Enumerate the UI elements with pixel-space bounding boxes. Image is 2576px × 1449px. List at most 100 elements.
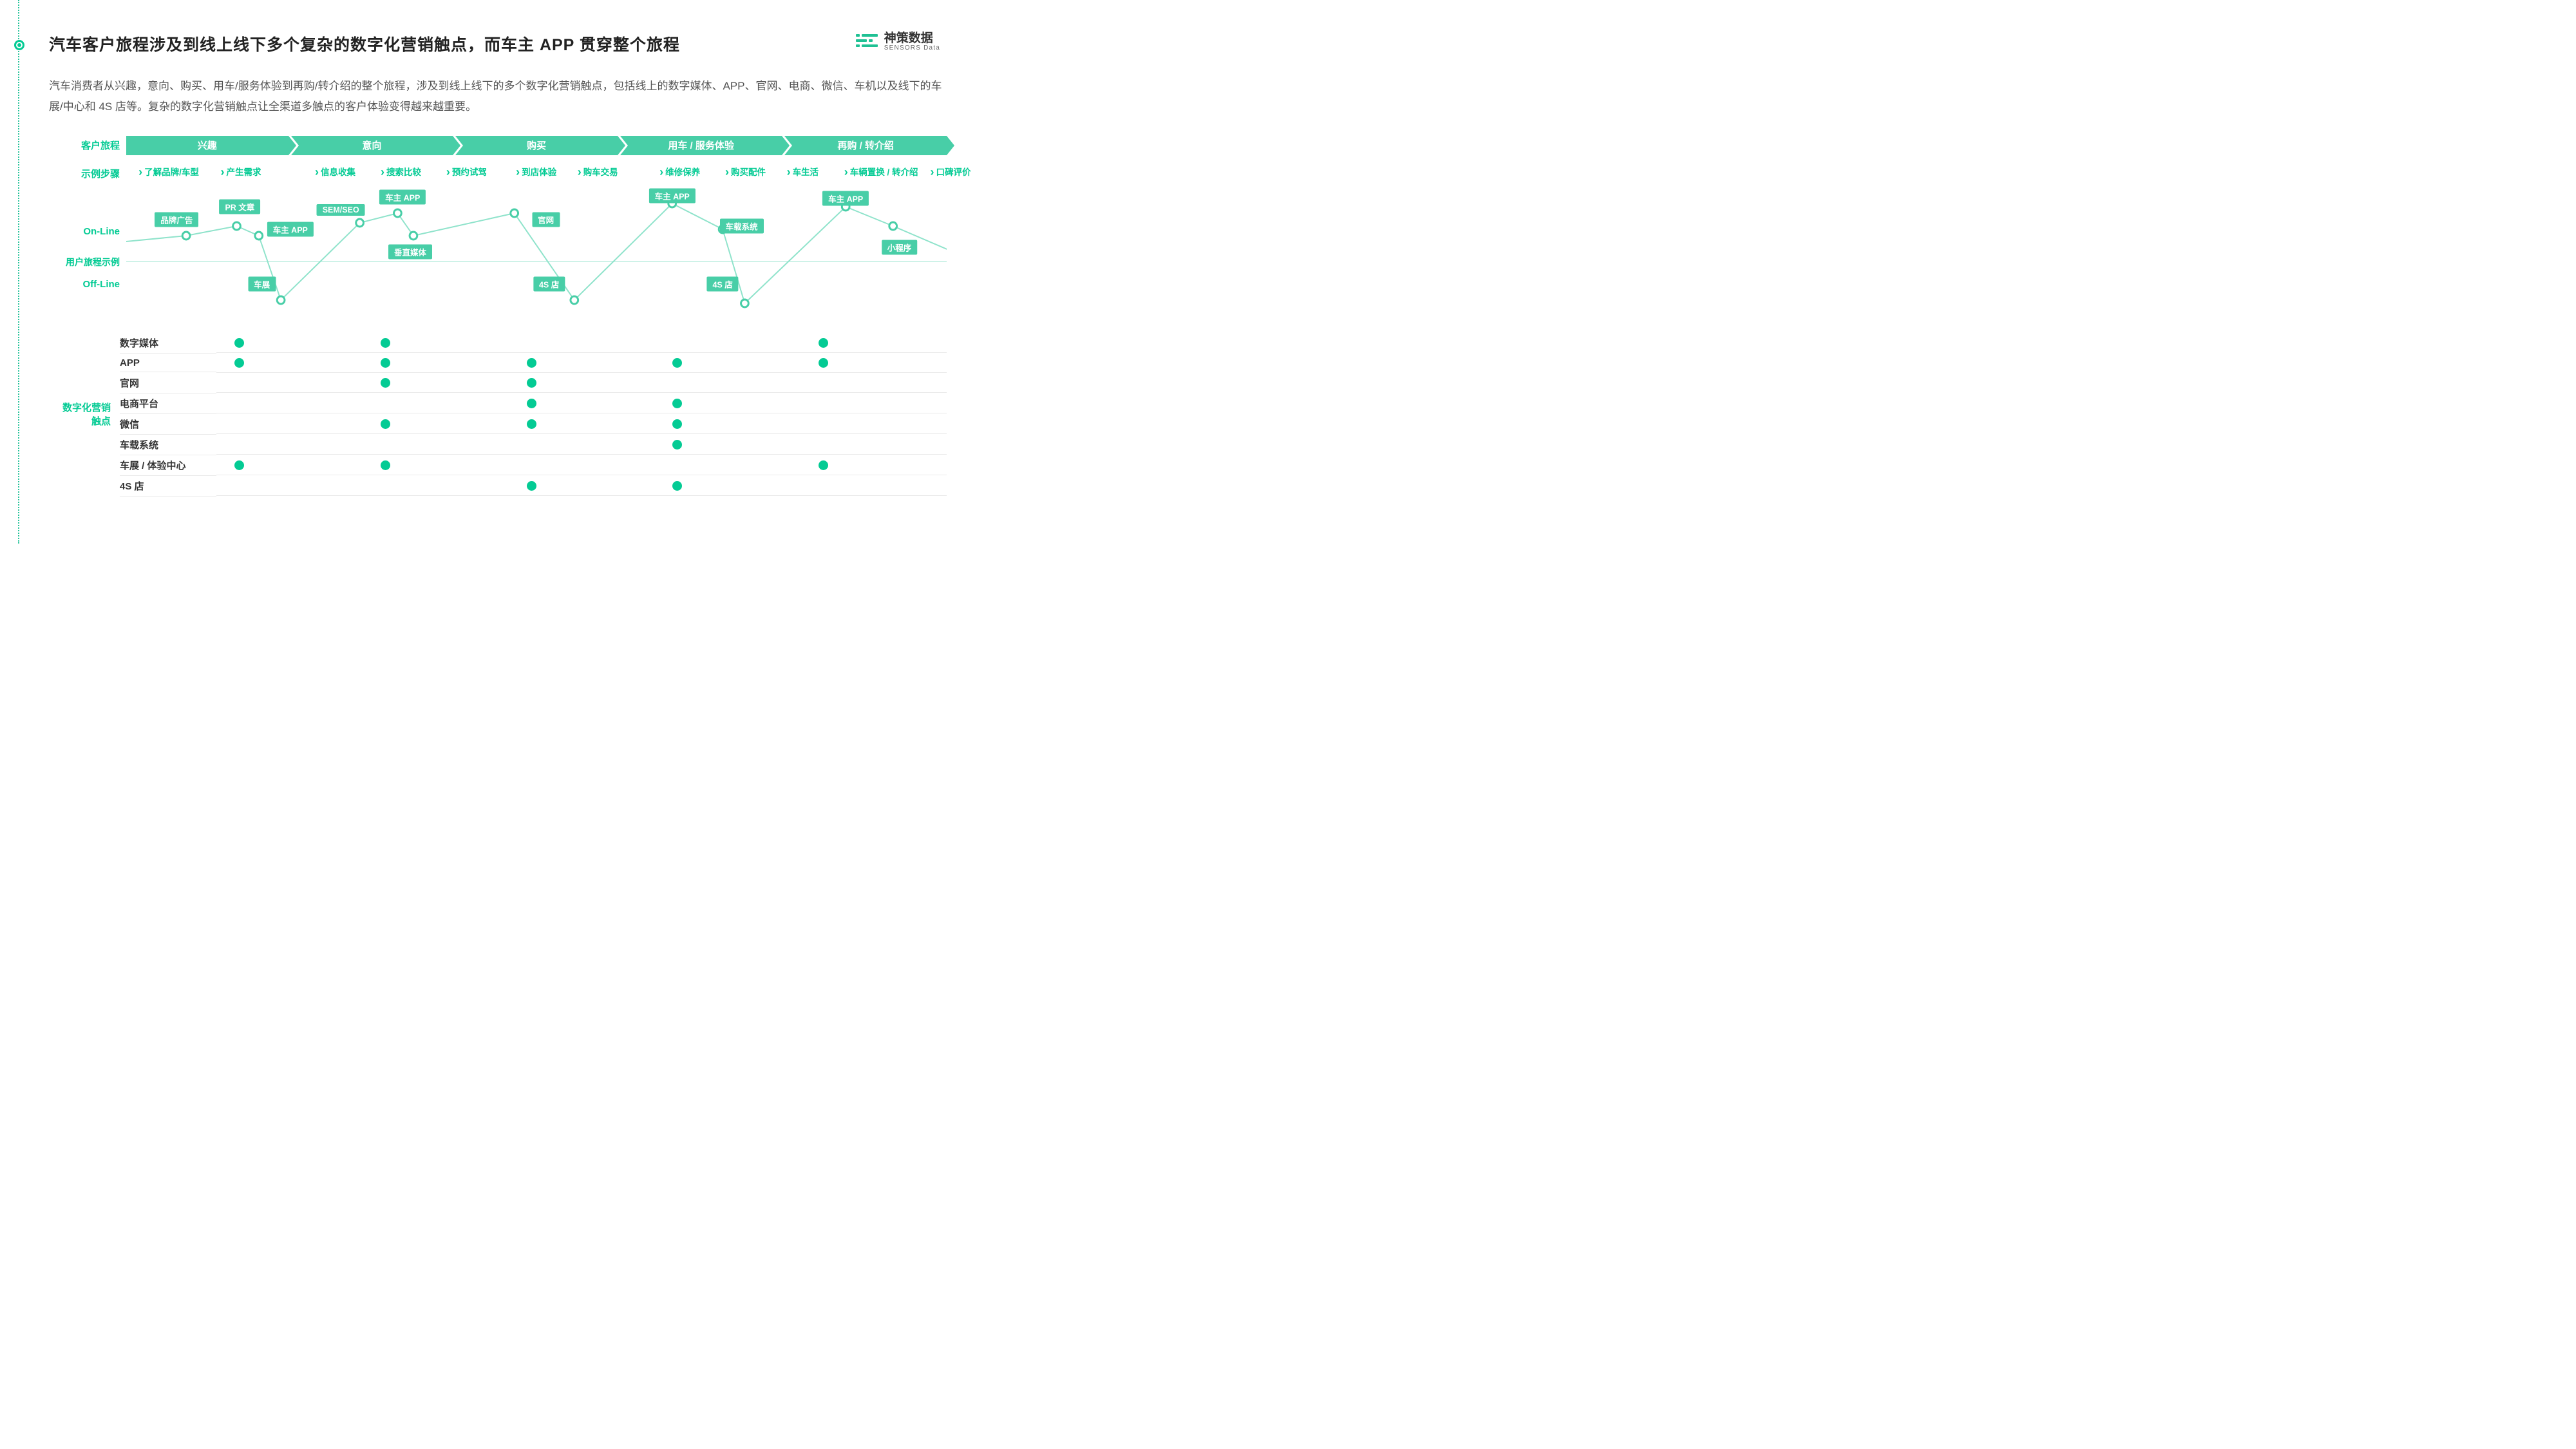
matrix-cell	[216, 415, 363, 434]
matrix-dot-icon	[672, 440, 682, 450]
matrix-cell	[509, 374, 655, 393]
touchpoint-label: 车主 APP	[822, 191, 869, 205]
stage-arrow: 再购 / 转介绍	[784, 136, 947, 155]
matrix-dot-icon	[672, 419, 682, 429]
journey-diagram: 客户旅程 示例步骤 On-Line 用户旅程示例 Off-Line 兴趣意向购买…	[49, 136, 947, 329]
matrix-cell	[800, 374, 947, 393]
matrix-cell	[800, 334, 947, 353]
matrix-cell	[216, 477, 363, 496]
matrix-dot-icon	[819, 358, 828, 368]
journey-step: 预约试驾	[446, 165, 487, 179]
matrix-dot-icon	[381, 378, 390, 388]
matrix-cell	[363, 477, 509, 496]
journey-step: 维修保养	[659, 165, 700, 179]
matrix-cell	[363, 334, 509, 353]
matrix-row-label: APP	[120, 354, 216, 372]
matrix-cell	[363, 374, 509, 393]
matrix-dot-icon	[381, 358, 390, 368]
matrix-cell	[800, 477, 947, 496]
matrix-cell	[654, 415, 800, 434]
matrix-cell	[363, 435, 509, 455]
matrix-cell	[216, 334, 363, 353]
matrix-cell	[800, 354, 947, 373]
title-bullet-icon	[14, 40, 24, 50]
matrix-dot-icon	[527, 481, 536, 491]
touchpoint-label: 小程序	[882, 240, 918, 254]
journey-step: 到店体验	[516, 165, 556, 179]
stage-arrow: 兴趣	[126, 136, 289, 155]
matrix-cell	[216, 374, 363, 393]
journey-step: 产生需求	[221, 165, 261, 179]
matrix-row-label: 微信	[120, 414, 216, 435]
touchpoint-label: 4S 店	[533, 276, 565, 291]
stage-arrows-row: 兴趣意向购买用车 / 服务体验再购 / 转介绍	[126, 136, 947, 155]
journey-step: 信息收集	[315, 165, 355, 179]
matrix-row-label: 官网	[120, 373, 216, 393]
matrix-dot-icon	[672, 399, 682, 408]
matrix-dot-icon	[381, 419, 390, 429]
label-offline: Off-Line	[49, 279, 120, 290]
stage-arrow: 购买	[455, 136, 618, 155]
matrix-cell	[800, 435, 947, 455]
touchpoint-label: 车主 APP	[267, 222, 314, 236]
matrix-cell	[654, 354, 800, 373]
journey-step: 车辆置换 / 转介绍	[844, 165, 918, 179]
journey-step: 了解品牌/车型	[138, 165, 199, 179]
touchpoint-label: 车展	[248, 276, 276, 291]
matrix-cell	[800, 394, 947, 413]
matrix-cell	[363, 415, 509, 434]
matrix-cell	[654, 394, 800, 413]
matrix-dot-icon	[527, 378, 536, 388]
touchpoint-label: 官网	[532, 212, 560, 227]
matrix-dot-icon	[819, 338, 828, 348]
touchpoint-label: 车载系统	[719, 218, 763, 233]
journey-step: 购车交易	[578, 165, 618, 179]
journey-step: 口碑评价	[931, 165, 971, 179]
label-journey: 客户旅程	[49, 138, 120, 152]
label-steps: 示例步骤	[49, 167, 120, 180]
matrix-dot-icon	[527, 419, 536, 429]
matrix-cell	[509, 435, 655, 455]
matrix-cell	[363, 394, 509, 413]
touchpoint-label: 品牌广告	[155, 212, 198, 227]
page-title: 汽车客户旅程涉及到线上线下多个复杂的数字化营销触点，而车主 APP 贯穿整个旅程	[49, 32, 947, 55]
touchpoint-matrix: 数字化营销触点 数字媒体APP官网电商平台微信车载系统车展 / 体验中心4S 店	[49, 333, 947, 497]
label-online: On-Line	[49, 226, 120, 237]
touchpoint-label: SEM/SEO	[317, 204, 365, 216]
matrix-row-label: 车展 / 体验中心	[120, 455, 216, 476]
stage-arrow: 用车 / 服务体验	[620, 136, 782, 155]
example-steps-row: 了解品牌/车型 产生需求 信息收集 搜索比较 预约试驾 到店体验 购车交易 维修保养 购买配件 车…	[126, 165, 947, 180]
matrix-cell	[363, 456, 509, 475]
touchpoint-label: 车主 APP	[379, 189, 426, 204]
matrix-dot-icon	[672, 358, 682, 368]
matrix-cell	[509, 415, 655, 434]
left-dotted-rule	[18, 0, 19, 544]
journey-step: 车生活	[787, 165, 819, 179]
journey-step: 搜索比较	[381, 165, 421, 179]
matrix-cell	[363, 354, 509, 373]
matrix-row-label: 电商平台	[120, 393, 216, 414]
matrix-cell	[654, 435, 800, 455]
touchpoint-label: 4S 店	[706, 276, 738, 291]
matrix-dot-icon	[381, 338, 390, 348]
matrix-cell	[509, 477, 655, 496]
matrix-cell	[216, 456, 363, 475]
stage-arrow: 意向	[291, 136, 453, 155]
matrix-cell	[216, 354, 363, 373]
journey-line-chart: 品牌广告PR 文章车主 APP车展SEM/SEO车主 APP垂直媒体官网4S 店…	[126, 191, 947, 319]
matrix-cell	[509, 334, 655, 353]
page-subtitle: 汽车消费者从兴趣，意向、购买、用车/服务体验到再购/转介绍的整个旅程，涉及到线上…	[49, 76, 947, 118]
label-user-journey: 用户旅程示例	[49, 256, 120, 269]
touchpoint-label: 垂直媒体	[388, 244, 432, 259]
matrix-cell	[216, 435, 363, 455]
matrix-dot-icon	[234, 338, 244, 348]
matrix-dot-icon	[672, 481, 682, 491]
matrix-dot-icon	[381, 460, 390, 470]
matrix-cell	[509, 394, 655, 413]
journey-step: 购买配件	[725, 165, 766, 179]
matrix-cell	[509, 456, 655, 475]
touchpoint-label: PR 文章	[219, 199, 260, 214]
matrix-cell	[654, 477, 800, 496]
matrix-dot-icon	[234, 460, 244, 470]
matrix-cell	[216, 394, 363, 413]
